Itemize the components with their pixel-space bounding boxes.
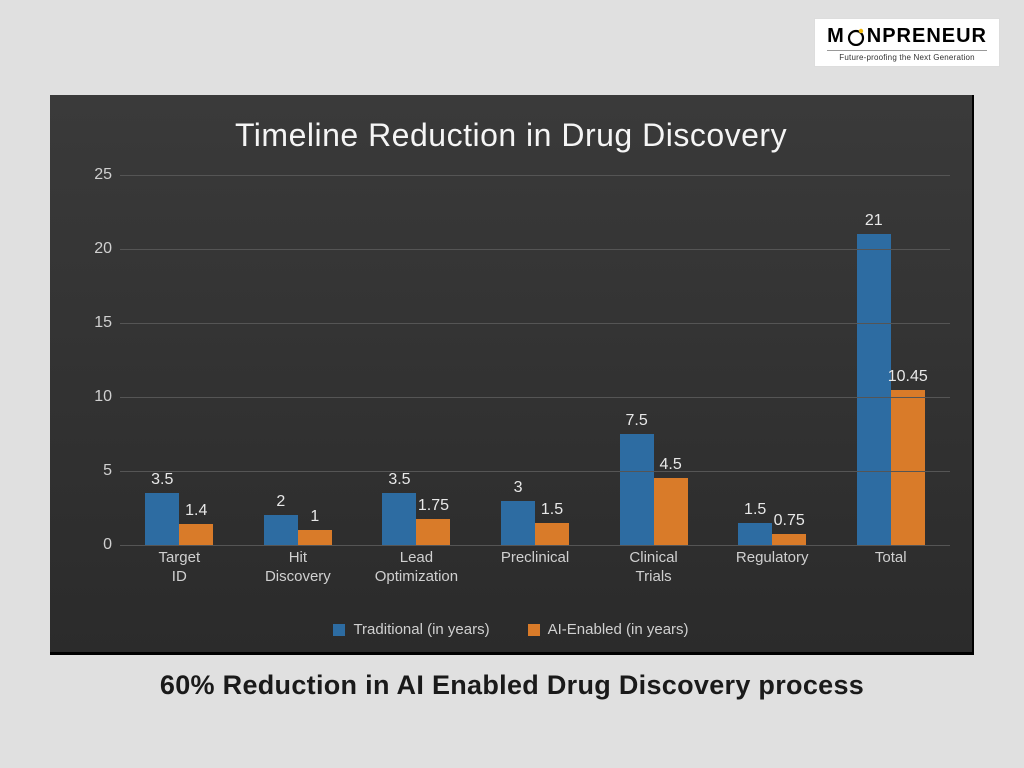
bar-value-label: 1.75 [418, 497, 449, 515]
chart-container: Timeline Reduction in Drug Discovery 3.5… [50, 95, 974, 655]
bar: 1.5 [535, 523, 569, 545]
bar-group: 3.51.4 [120, 175, 239, 545]
bar-value-label: 1 [310, 508, 319, 526]
bar-value-label: 1.5 [541, 501, 563, 519]
legend-item: AI-Enabled (in years) [528, 621, 689, 638]
gridline [120, 397, 950, 398]
gridline [120, 323, 950, 324]
bar-value-label: 0.75 [774, 512, 805, 530]
x-axis-labels: TargetIDHitDiscoveryLeadOptimizationPrec… [120, 549, 950, 587]
chart-title: Timeline Reduction in Drug Discovery [50, 95, 972, 154]
bar-group: 31.5 [476, 175, 595, 545]
legend: Traditional (in years) AI-Enabled (in yea… [50, 621, 972, 638]
bar-value-label: 2 [276, 493, 285, 511]
bar-group: 1.50.75 [713, 175, 832, 545]
bar: 2 [264, 515, 298, 545]
bar: 1.4 [179, 524, 213, 545]
logo-text-right: NPRENEUR [867, 25, 987, 48]
bars-row: 3.51.4213.51.7531.57.54.51.50.752110.45 [120, 175, 950, 545]
bar-group: 21 [239, 175, 358, 545]
y-axis-tick-label: 15 [80, 314, 112, 332]
x-axis-tick-label: Regulatory [713, 549, 832, 587]
bar: 10.45 [891, 390, 925, 545]
bar-value-label: 10.45 [888, 368, 928, 386]
plot-area: 3.51.4213.51.7531.57.54.51.50.752110.45 … [120, 175, 950, 545]
logo-main: M NPRENEUR [827, 25, 987, 48]
y-axis-tick-label: 20 [80, 240, 112, 258]
bar-value-label: 21 [865, 212, 883, 230]
x-axis-tick-label: ClinicalTrials [594, 549, 713, 587]
bar: 7.5 [620, 434, 654, 545]
bar: 3 [501, 501, 535, 545]
x-axis-tick-label: Total [831, 549, 950, 587]
bar: 3.5 [145, 493, 179, 545]
x-axis-tick-label: TargetID [120, 549, 239, 587]
bar: 1.75 [416, 519, 450, 545]
legend-label: AI-Enabled (in years) [548, 621, 689, 638]
legend-swatch [528, 624, 540, 636]
bar-group: 7.54.5 [594, 175, 713, 545]
gridline [120, 175, 950, 176]
bar-value-label: 3 [514, 479, 523, 497]
bar-value-label: 3.5 [151, 471, 173, 489]
bar: 3.5 [382, 493, 416, 545]
logo-text-left: M [827, 25, 845, 48]
x-axis-tick-label: Preclinical [476, 549, 595, 587]
bar-group: 3.51.75 [357, 175, 476, 545]
bar: 21 [857, 234, 891, 545]
caption: 60% Reduction in AI Enabled Drug Discove… [0, 670, 1024, 701]
bar-value-label: 3.5 [388, 471, 410, 489]
y-axis-tick-label: 25 [80, 166, 112, 184]
gridline [120, 545, 950, 546]
logo-tagline: Future-proofing the Next Generation [827, 50, 987, 62]
legend-label: Traditional (in years) [353, 621, 489, 638]
logo-icon [847, 28, 865, 46]
gridline [120, 249, 950, 250]
bar: 1 [298, 530, 332, 545]
legend-item: Traditional (in years) [333, 621, 489, 638]
bar: 4.5 [654, 478, 688, 545]
y-axis-tick-label: 0 [80, 536, 112, 554]
gridline [120, 471, 950, 472]
bar-value-label: 7.5 [625, 412, 647, 430]
bar: 1.5 [738, 523, 772, 545]
x-axis-tick-label: LeadOptimization [357, 549, 476, 587]
x-axis-tick-label: HitDiscovery [239, 549, 358, 587]
bar: 0.75 [772, 534, 806, 545]
y-axis-tick-label: 5 [80, 462, 112, 480]
logo: M NPRENEUR Future-proofing the Next Gene… [814, 18, 1000, 67]
bar-group: 2110.45 [831, 175, 950, 545]
y-axis-tick-label: 10 [80, 388, 112, 406]
bar-value-label: 1.5 [744, 501, 766, 519]
legend-swatch [333, 624, 345, 636]
bar-value-label: 1.4 [185, 502, 207, 520]
